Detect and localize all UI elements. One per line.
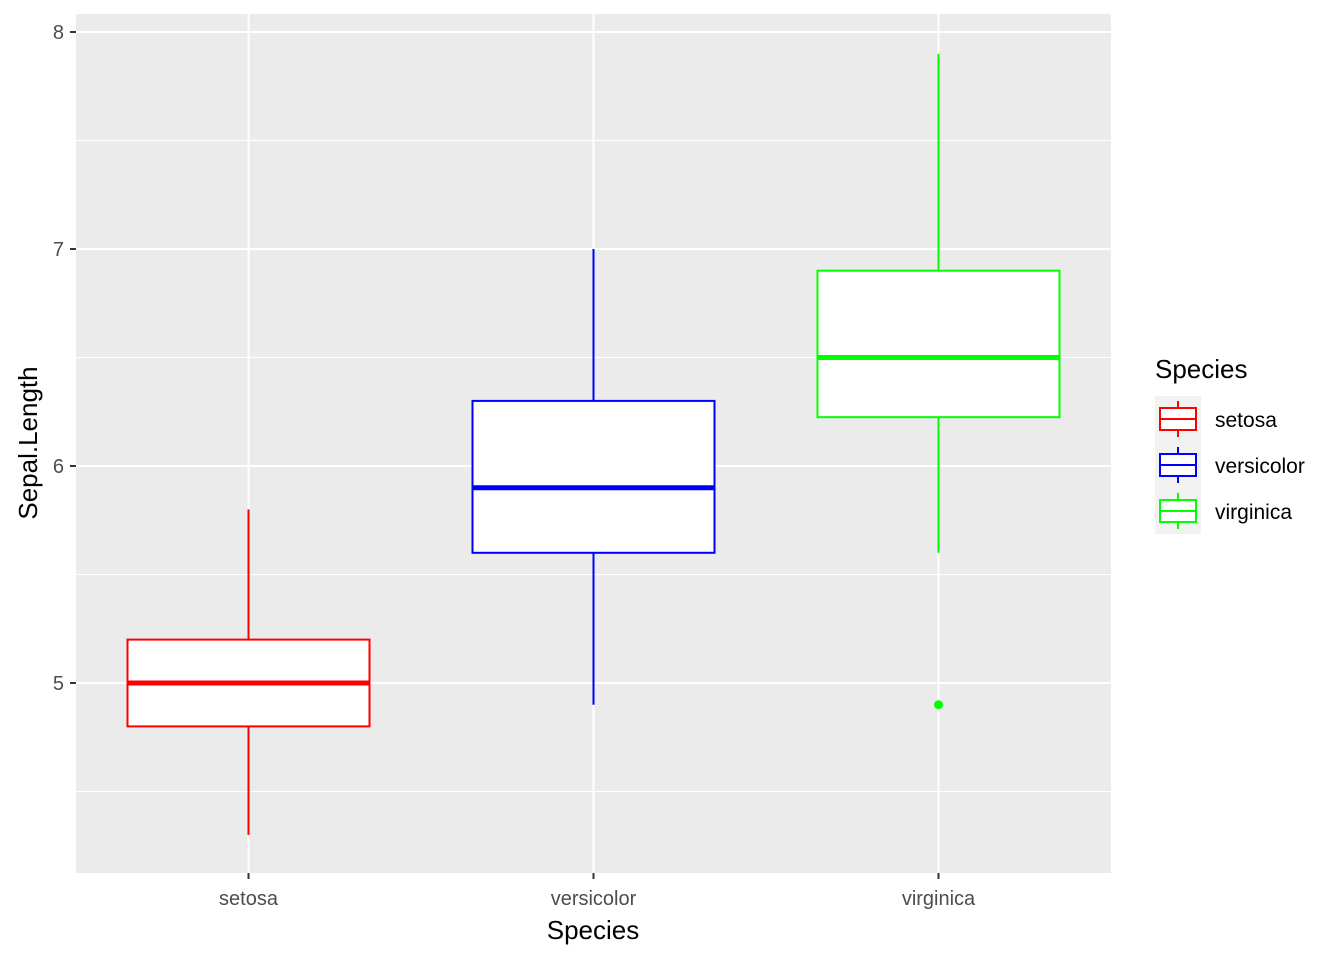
legend-title: Species <box>1155 354 1248 384</box>
legend-label: setosa <box>1215 409 1277 432</box>
x-axis-title: Species <box>547 915 640 945</box>
legend-label: versicolor <box>1215 455 1305 478</box>
box-versicolor <box>471 249 716 705</box>
x-tick-label: versicolor <box>551 888 637 910</box>
boxes <box>126 53 1061 835</box>
outlier-point <box>934 700 943 710</box>
legend-items: setosa versicolor virginica <box>1155 396 1305 534</box>
x-tick-label: setosa <box>219 888 279 910</box>
box-iqr <box>816 269 1061 419</box>
x-tick-label: virginica <box>902 888 976 910</box>
legend: Species setosa versicolor virginica <box>1155 354 1305 534</box>
legend-label: virginica <box>1215 501 1292 524</box>
y-axis: 5 6 7 8 <box>53 22 76 695</box>
box-setosa <box>126 509 371 835</box>
x-axis: setosa versicolor virginica <box>219 873 976 910</box>
box-virginica <box>816 53 1061 710</box>
legend-item-versicolor: versicolor <box>1155 442 1305 488</box>
legend-item-setosa: setosa <box>1155 396 1277 442</box>
legend-item-virginica: virginica <box>1155 488 1292 534</box>
y-tick-label: 6 <box>53 456 64 478</box>
y-axis-title: Sepal.Length <box>13 366 43 519</box>
y-tick-label: 7 <box>53 239 64 261</box>
y-tick-label: 5 <box>53 673 64 695</box>
box-iqr <box>471 399 716 554</box>
y-tick-label: 8 <box>53 22 64 44</box>
